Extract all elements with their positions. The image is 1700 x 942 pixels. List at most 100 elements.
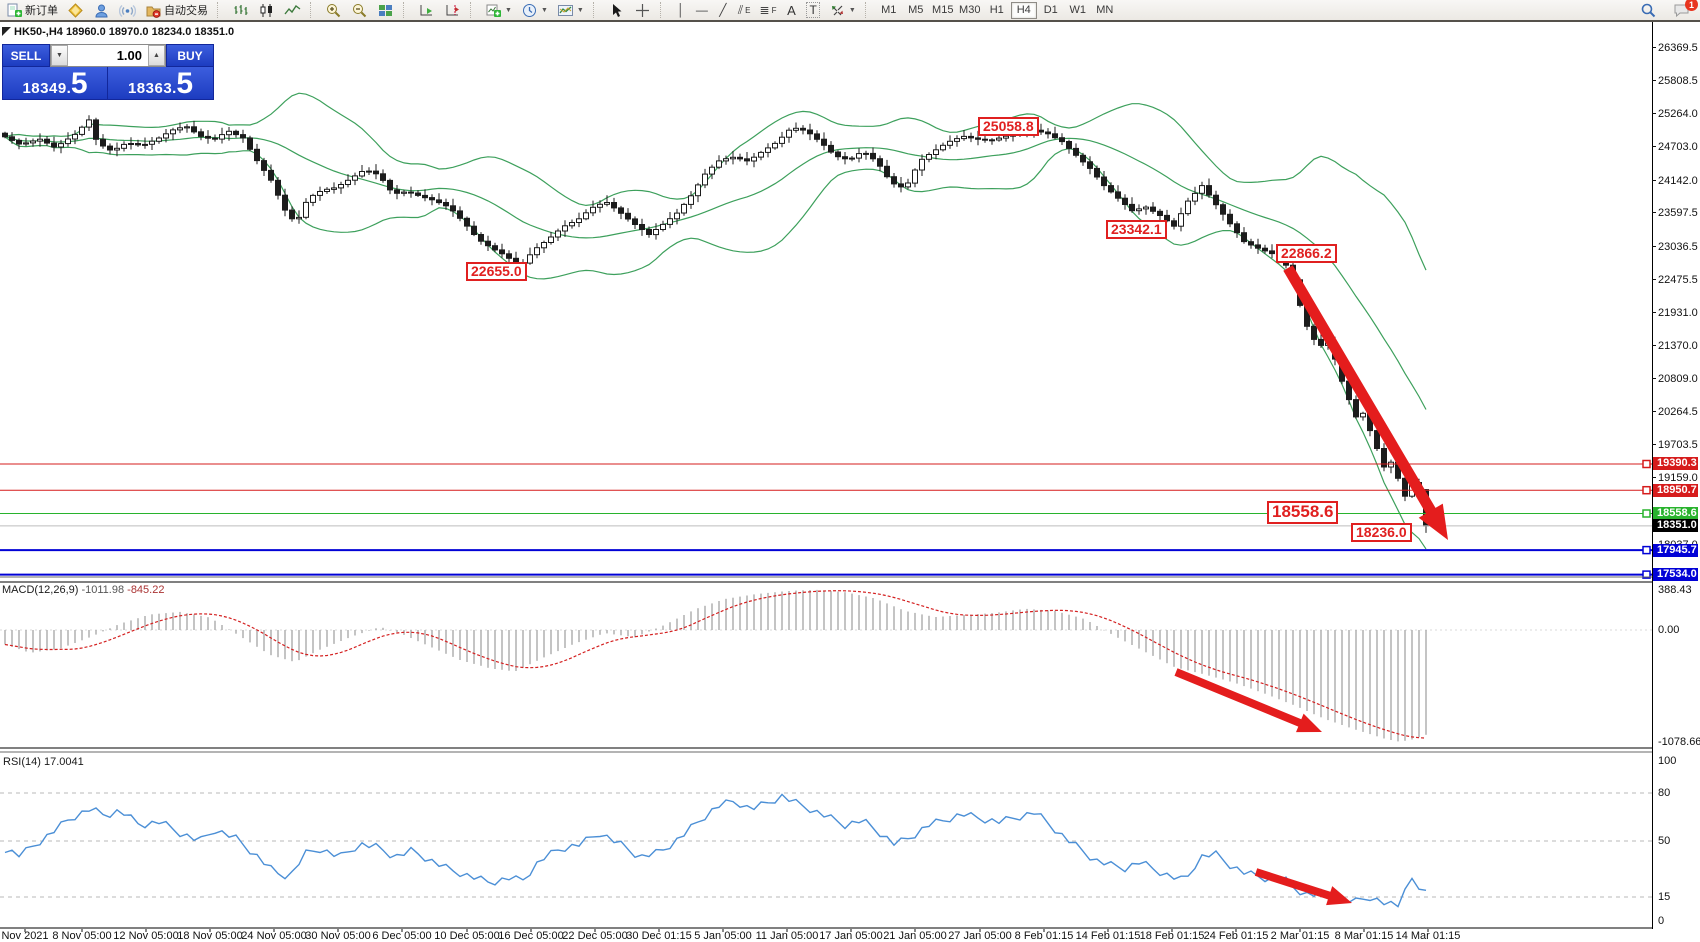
line-chart-icon: [284, 4, 301, 14]
annotation-18236.0[interactable]: 18236.0: [1351, 523, 1412, 543]
zoom-in-icon: [327, 3, 341, 17]
rsi-axis-tick: 100: [1658, 755, 1677, 767]
price-axis-tick: 23036.5: [1652, 241, 1700, 253]
search-icon: [1641, 3, 1656, 17]
chevron-down-icon: ▼: [540, 6, 548, 14]
auto-scroll-button[interactable]: [414, 1, 439, 19]
auto-trading-button[interactable]: 自动交易: [141, 1, 212, 19]
buy-button[interactable]: BUY: [166, 44, 214, 67]
zoom-in-button[interactable]: [321, 1, 346, 19]
timeframe-button-H1[interactable]: H1: [989, 4, 1004, 16]
annotation-22655.0[interactable]: 22655.0: [466, 262, 527, 282]
line-anchor-square[interactable]: [1642, 485, 1651, 495]
price-axis-tick: 22475.5: [1652, 274, 1700, 286]
search-button[interactable]: [1636, 1, 1661, 19]
fibonacci-tool[interactable]: ≣ F: [756, 1, 781, 19]
volume-decrease-button[interactable]: ▼: [51, 45, 68, 66]
toolbar-separator: [592, 2, 600, 18]
line-anchor-square[interactable]: [1642, 509, 1651, 518]
trend-arrow-main[interactable]: [1283, 265, 1448, 540]
bar-chart-mode-button[interactable]: [228, 1, 253, 19]
date-axis-label: 30 Nov 05:00: [305, 930, 371, 942]
horizontal-line-tool[interactable]: —: [692, 1, 712, 19]
broadcast-icon: [119, 4, 136, 17]
label-icon: T: [806, 2, 820, 18]
rsi-line: [4, 793, 1427, 908]
macd-signal-value: -845.22: [127, 584, 165, 596]
community-button[interactable]: [89, 1, 114, 19]
timeframe-button-H4[interactable]: H4: [1010, 1, 1037, 19]
line-anchor-square[interactable]: [1642, 459, 1651, 469]
sell-price-big-digit: 5: [70, 67, 88, 100]
timeframe-button-M30[interactable]: M30: [959, 4, 981, 16]
rsi-axis-tick: 0: [1658, 915, 1665, 927]
notifications-button[interactable]: 1: [1669, 0, 1698, 19]
chevron-down-icon: ▼: [576, 6, 584, 14]
annotation-18558.6[interactable]: 18558.6: [1267, 501, 1339, 524]
rsi-axis-tick: 80: [1658, 787, 1671, 799]
chart-shift-button[interactable]: [440, 1, 465, 19]
shapes-dropdown[interactable]: ▼: [825, 1, 860, 19]
tile-windows-icon: [379, 4, 392, 16]
trendline-tool[interactable]: ╱: [713, 1, 733, 19]
annotation-22866.2[interactable]: 22866.2: [1276, 244, 1337, 264]
text-label-tool[interactable]: T: [802, 1, 823, 19]
timeframe-button-M1[interactable]: M1: [881, 4, 897, 16]
auto-scroll-icon: [420, 4, 432, 15]
sell-button[interactable]: SELL: [2, 44, 50, 67]
one-click-collapse-toggle[interactable]: [2, 27, 11, 36]
timeframe-button-W1[interactable]: W1: [1069, 4, 1087, 16]
main-toolbar: 新订单 自动交易: [0, 0, 1700, 22]
signals-button[interactable]: [115, 1, 140, 19]
line-anchor-square[interactable]: [1642, 570, 1651, 579]
line-anchor-square[interactable]: [1642, 545, 1651, 555]
timeframe-button-M5[interactable]: M5: [908, 4, 924, 16]
auto-trading-icon: [146, 6, 161, 18]
rsi-label: RSI(14) 17.0041: [3, 756, 84, 768]
text-tool[interactable]: A: [781, 1, 801, 19]
date-axis-label: 30 Dec 01:15: [626, 930, 692, 942]
volume-increase-button[interactable]: ▲: [148, 45, 165, 66]
crosshair-tool-button[interactable]: [630, 1, 655, 19]
bollinger-upper-band: [4, 92, 1427, 271]
new-order-button[interactable]: 新订单: [2, 1, 62, 19]
indicators-dropdown[interactable]: ▼: [553, 1, 588, 19]
macd-axis-tick: 388.43: [1658, 583, 1692, 596]
date-axis-label: 16 Dec 05:00: [498, 930, 564, 942]
tile-windows-button[interactable]: [373, 1, 398, 19]
new-chart-icon: [486, 4, 501, 17]
sell-price-dot: .: [66, 80, 71, 97]
candlestick-icon: [260, 3, 272, 17]
date-axis-label: 10 Dec 05:00: [434, 930, 500, 942]
date-axis-label: 2 Mar 01:15: [1270, 930, 1330, 942]
new-chart-dropdown[interactable]: ▼: [481, 1, 516, 19]
toolbar-separator: [659, 2, 667, 18]
volume-input[interactable]: 1.00: [68, 45, 148, 66]
equidistant-channel-tool[interactable]: ⫽ E: [734, 1, 755, 19]
vertical-line-icon: │: [677, 3, 685, 17]
annotation-23342.1[interactable]: 23342.1: [1106, 220, 1167, 240]
buy-price-button[interactable]: 18363. 5: [108, 67, 213, 99]
candlestick-mode-button[interactable]: [254, 1, 279, 19]
timeframe-button-M15[interactable]: M15: [932, 4, 954, 16]
date-axis-label: 17 Jan 05:00: [819, 930, 883, 942]
price-axis-tick: 19703.5: [1652, 439, 1700, 451]
trend-arrow-macd[interactable]: [1174, 668, 1323, 733]
sell-price-button[interactable]: 18349. 5: [3, 67, 108, 99]
vertical-line-tool[interactable]: │: [671, 1, 691, 19]
cursor-tool-button[interactable]: [604, 1, 629, 19]
volume-box: ▼ 1.00 ▲: [50, 44, 166, 67]
line-chart-mode-button[interactable]: [280, 1, 305, 19]
profiles-dropdown[interactable]: ▼: [517, 1, 552, 19]
timeframe-strip: M1 M5 M15 M30 H1 H4 D1 W1 MN: [876, 1, 1118, 19]
zoom-out-button[interactable]: [347, 1, 372, 19]
date-axis-label: 5 Jan 05:00: [694, 930, 752, 942]
timeframe-button-MN[interactable]: MN: [1096, 4, 1114, 16]
trend-arrow-rsi[interactable]: [1254, 868, 1352, 906]
timeframe-button-D1[interactable]: D1: [1043, 4, 1058, 16]
depth-of-market-button[interactable]: [63, 1, 88, 19]
annotation-25058.8[interactable]: 25058.8: [978, 117, 1039, 137]
fibonacci-letter: F: [771, 5, 777, 15]
